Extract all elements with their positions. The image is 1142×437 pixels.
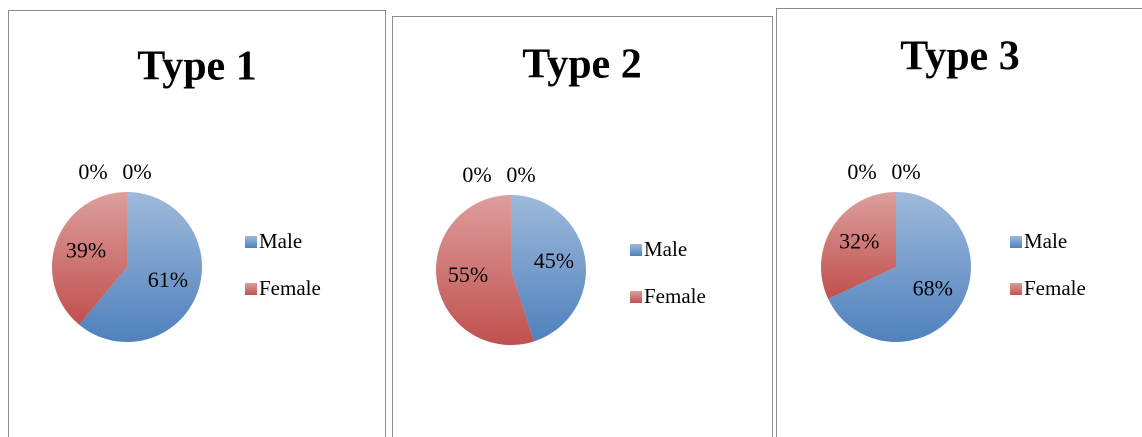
data-label: 0%: [462, 162, 491, 187]
pie-slice: [821, 192, 896, 299]
data-label: 0%: [847, 159, 876, 184]
legend-swatch: [1010, 236, 1022, 248]
data-label: 32%: [839, 229, 879, 254]
pie-slice: [79, 192, 203, 342]
pie-slice: [52, 192, 127, 325]
legend-label: Male: [644, 237, 687, 261]
panel: [776, 8, 1142, 437]
pie-slice: [435, 195, 535, 345]
legend-swatch: [245, 283, 257, 295]
data-label: 61%: [148, 267, 188, 292]
data-label: 68%: [913, 275, 953, 300]
data-label: 39%: [66, 237, 106, 262]
data-label: 0%: [122, 159, 151, 184]
pie-slice: [828, 192, 972, 342]
chart-title: Type 1: [137, 44, 256, 90]
data-label: 0%: [78, 159, 107, 184]
legend-swatch: [1010, 283, 1022, 295]
legend-swatch: [630, 244, 642, 256]
panel: [8, 10, 386, 437]
legend-label: Female: [259, 276, 321, 300]
legend-label: Male: [259, 229, 302, 253]
legend-swatch: [245, 236, 257, 248]
data-label: 0%: [891, 159, 920, 184]
legend-label: Female: [1024, 276, 1086, 300]
pie-slice: [511, 195, 586, 342]
data-label: 45%: [534, 248, 574, 273]
chart-title: Type 2: [522, 42, 641, 88]
chart-title: Type 3: [900, 34, 1019, 80]
data-label: 0%: [506, 162, 535, 187]
panel: [392, 16, 773, 437]
legend-swatch: [630, 291, 642, 303]
legend-label: Female: [644, 284, 706, 308]
legend-label: Male: [1024, 229, 1067, 253]
data-label: 55%: [448, 262, 488, 287]
